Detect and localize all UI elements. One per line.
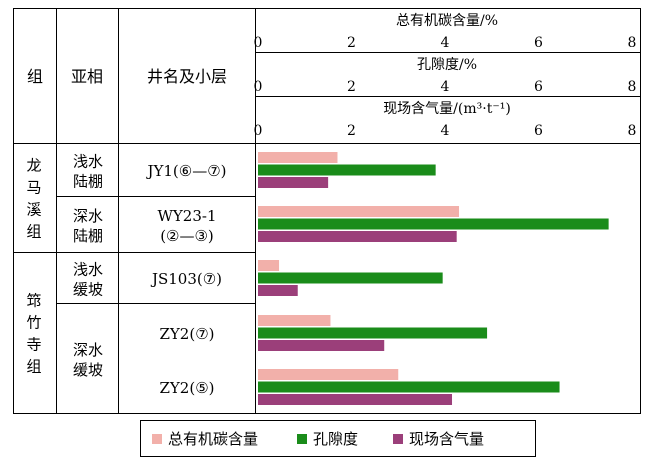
well-column: JY1(⑥—⑦) WY23-1 (②—③) JS103(⑦) ZY2(⑦) ZY2(⑤) [145,162,226,397]
group-label-char: 筇 [26,292,41,310]
axis-tick-label: 6 [534,79,543,95]
axis-tick-label: 2 [347,123,356,139]
group-label-char: 马 [26,179,41,197]
subfacies-label: 浅水 [73,153,103,171]
legend-swatch [393,434,403,444]
axis-tick-label: 4 [441,35,450,51]
well-label: JS103(⑦) [150,270,222,288]
bar-toc [258,315,331,326]
axis-headers: 总有机碳含量/% 0 2 4 6 8 孔隙度/% 0 2 4 6 8 现场含气量/(m³·t⁻¹) 0 2 4… [254,13,637,139]
legend-label: 孔隙度 [313,430,358,448]
group-label-char: 竹 [26,314,41,332]
subfacies-label: 陆棚 [73,227,103,245]
bar-gas [258,177,329,188]
group-label-char: 寺 [26,336,41,354]
subfacies-label: 深水 [73,341,103,359]
axis-tick-label: 8 [628,123,637,139]
bar-gas [258,285,298,296]
group-label-char: 溪 [26,201,41,219]
legend-label: 现场含气量 [409,430,484,448]
bar-gas [258,394,453,405]
legend-label: 总有机碳含量 [168,430,258,448]
axis-title: 孔隙度/% [417,57,477,73]
group-label-char: 组 [26,223,41,241]
axis-title: 总有机碳含量/% [396,13,498,29]
subfacies-label: 陆棚 [73,173,103,191]
subfacies-label: 缓坡 [73,361,103,379]
legend-swatch [297,434,307,444]
legend-swatch [152,434,162,444]
bar-toc [258,260,280,271]
group-label-char: 组 [26,358,41,376]
header-subfacies: 亚相 [71,67,103,86]
table-frame [13,8,641,414]
axis-tick-label: 2 [347,79,356,95]
subfacies-label: 缓坡 [73,281,103,299]
bar-gas [258,340,385,351]
bar-porosity [258,381,560,393]
well-label: ZY2(⑦) [159,325,214,343]
bar-porosity [258,327,488,339]
subfacies-label: 浅水 [73,261,103,279]
well-label: JY1(⑥—⑦) [145,162,226,180]
legend: 总有机碳含量 孔隙度 现场含气量 [140,420,536,457]
bar-toc [258,152,338,163]
header-group: 组 [27,67,43,86]
bar-toc [258,206,460,217]
axis-tick-label: 4 [441,79,450,95]
axis-title: 现场含气量/(m³·t⁻¹) [383,101,511,117]
axis-tick-label: 0 [254,35,263,51]
axis-tick-label: 4 [441,123,450,139]
axis-tick-label: 8 [628,35,637,51]
axis-tick-label: 6 [534,35,543,51]
bar-gas [258,231,457,242]
axis-tick-label: 8 [628,79,637,95]
well-label: (②—③) [160,227,214,245]
bar-toc [258,369,399,380]
axis-tick-label: 0 [254,123,263,139]
axis-tick-label: 0 [254,79,263,95]
axis-tick-label: 2 [347,35,356,51]
bar-porosity [258,164,436,176]
group-label-char: 龙 [26,157,41,175]
header-well: 井名及小层 [147,67,227,86]
bar-porosity [258,272,443,284]
subfacies-label: 深水 [73,207,103,225]
bar-porosity [258,218,609,230]
bars [258,152,609,405]
well-label: WY23-1 [157,207,216,225]
axis-tick-label: 6 [534,123,543,139]
well-label: ZY2(⑤) [159,379,214,397]
